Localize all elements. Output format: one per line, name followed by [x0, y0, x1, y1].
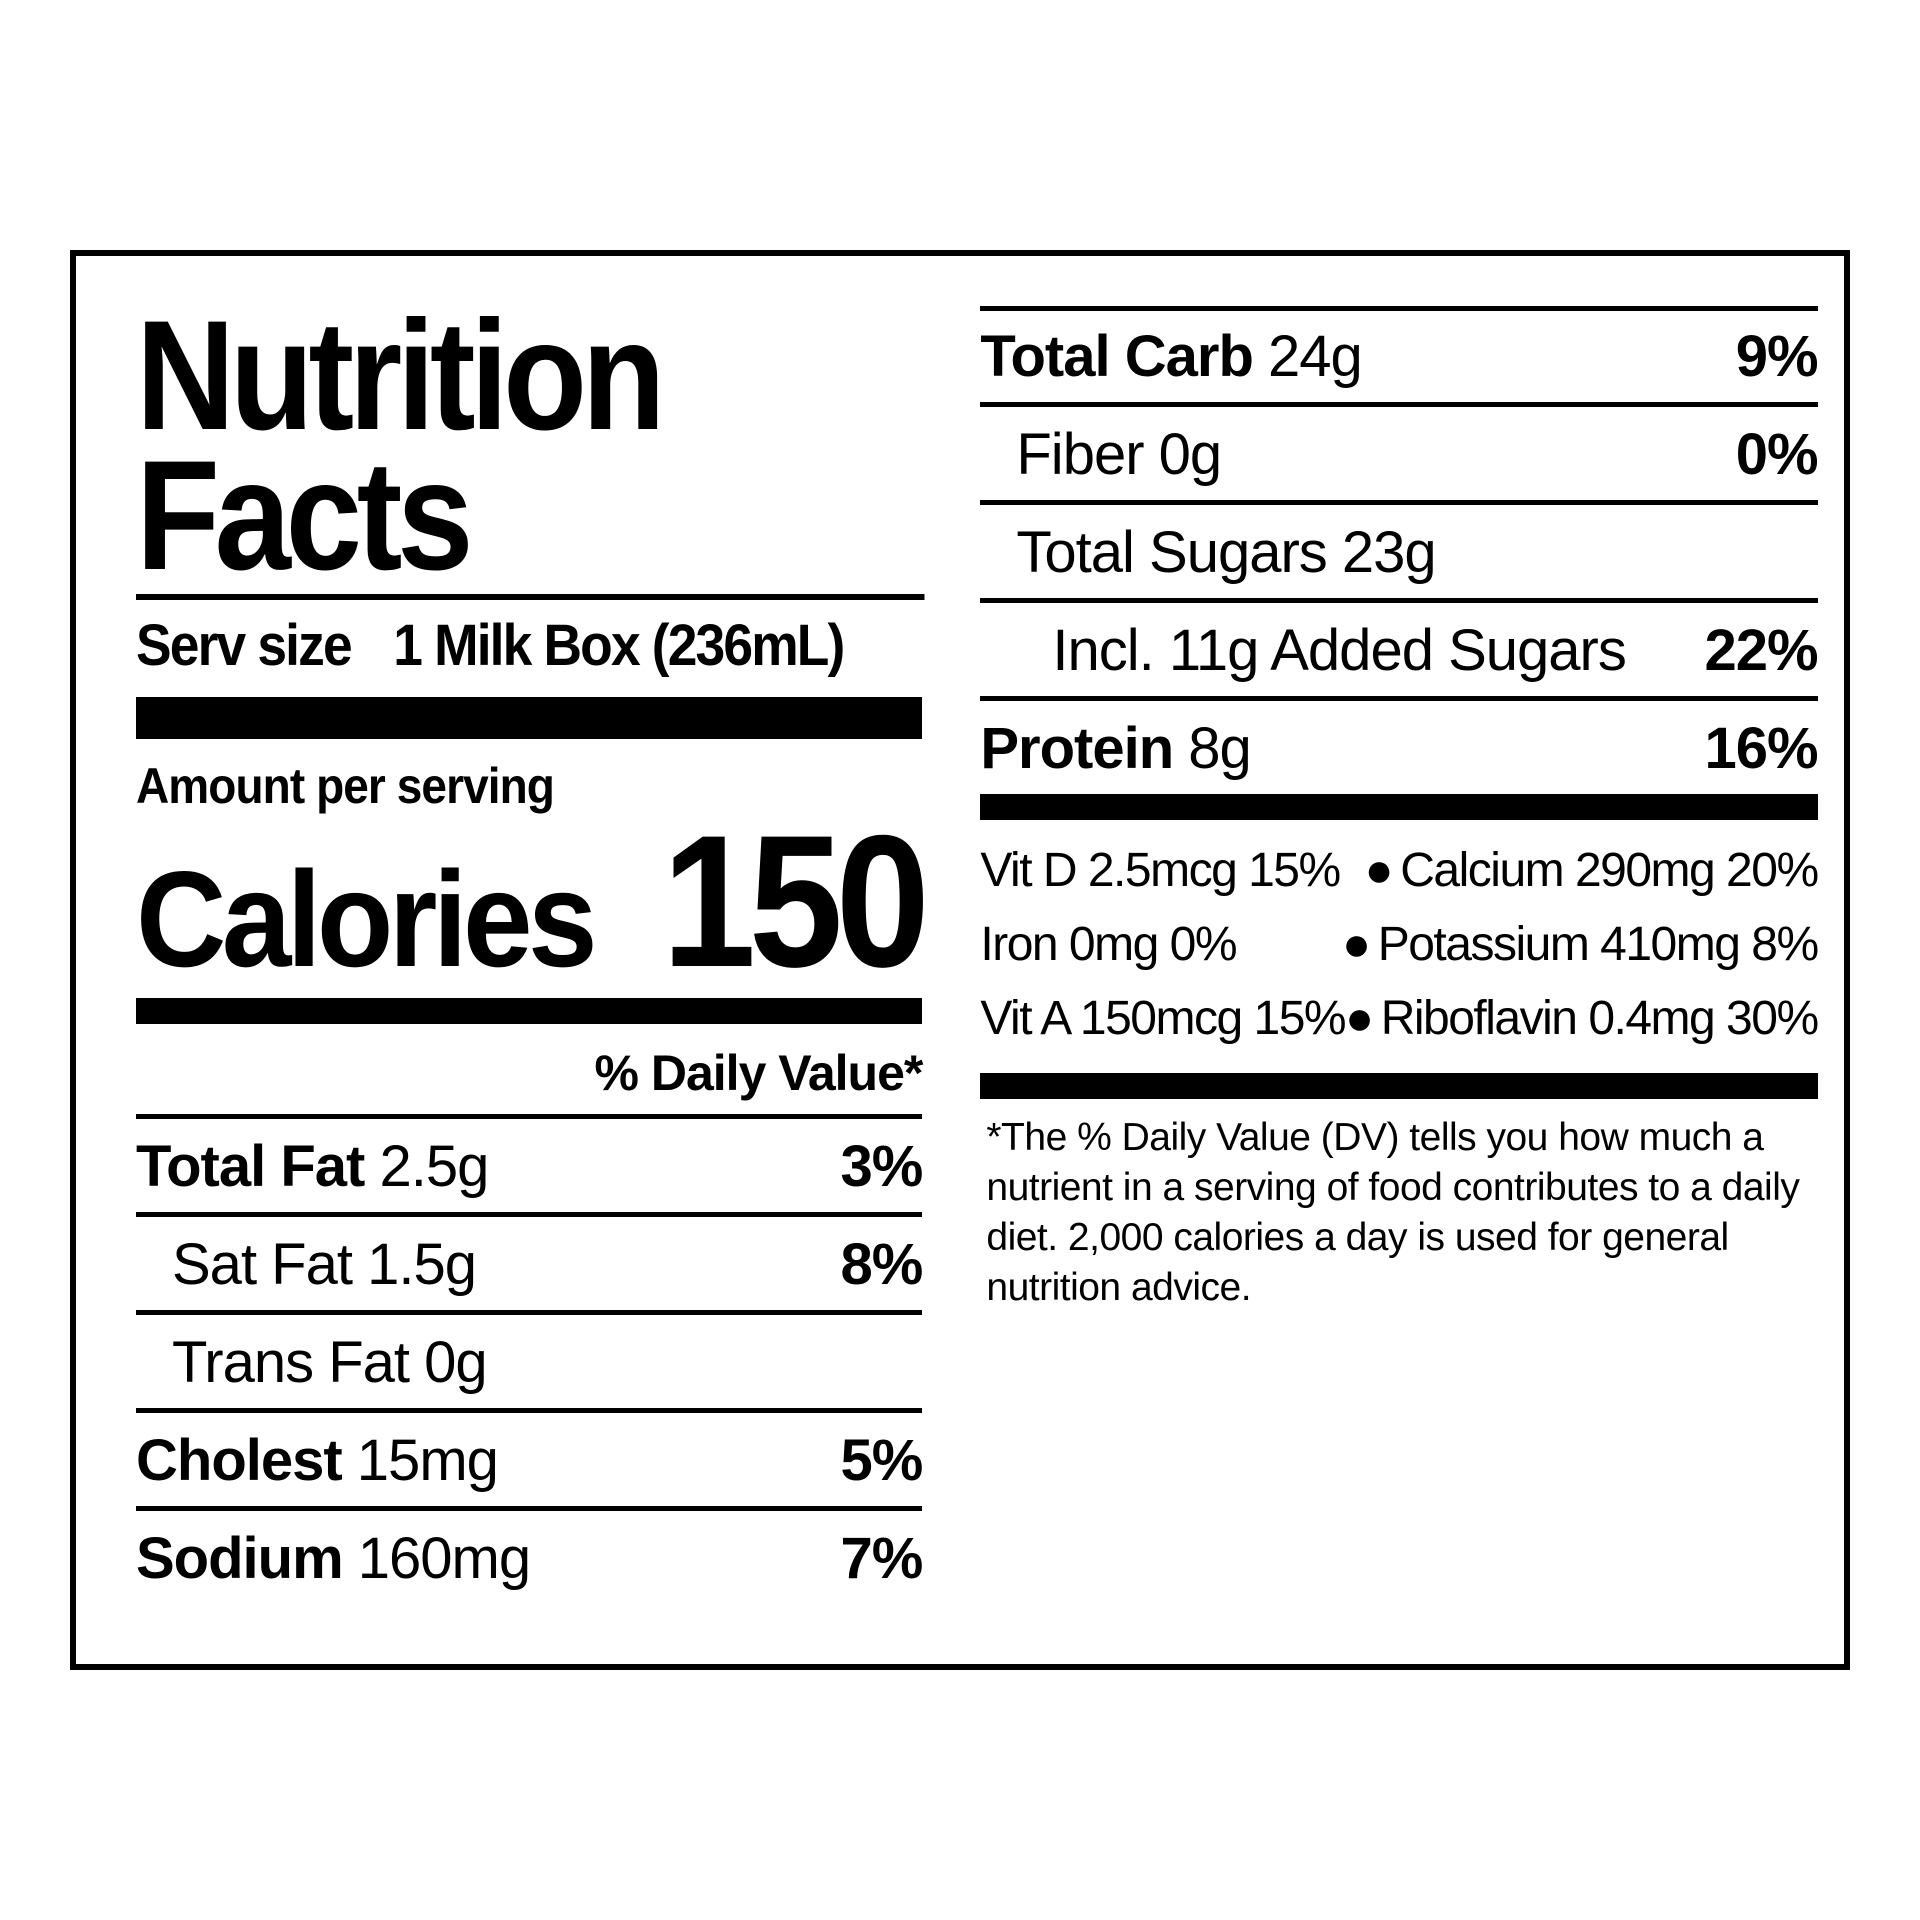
nutrient-name: Incl. 11g Added Sugars	[980, 617, 1625, 684]
nutrient-pct: 22%	[1705, 617, 1818, 684]
vitamins-block: Vit D 2.5mcg 15%● Calcium 290mg 20%Iron …	[980, 820, 1817, 1073]
left-column: Nutrition Facts Serv size 1 Milk Box (23…	[136, 306, 922, 1605]
vitamin-line: Vit D 2.5mcg 15% ● Calcium 290mg 20%	[980, 834, 1817, 908]
vitamin-left: Vit A 150mcg 15%	[980, 982, 1345, 1056]
vitamin-left: Vit D 2.5mcg 15%	[980, 834, 1339, 908]
calories-label: Calories	[136, 857, 593, 982]
vitamin-right: ● Calcium 290mg 20%	[1365, 834, 1818, 908]
nutrient-name: Fiber 0g	[980, 421, 1221, 488]
nutrient-row: Total Fat 2.5g 3%	[136, 1119, 922, 1217]
title: Nutrition Facts	[136, 306, 925, 601]
vitamin-left: Iron 0mg 0%	[980, 908, 1236, 982]
nutrient-name: Protein 8g	[980, 715, 1250, 782]
nutrient-pct: 0%	[1736, 421, 1818, 488]
nutrient-row: Total Sugars 23g	[980, 505, 1817, 603]
vitamin-right: ● Potassium 410mg 8%	[1342, 908, 1818, 982]
serv-size-value: 1 Milk Box (236mL)	[393, 613, 843, 678]
nutrient-row: Protein 8g 16%	[980, 701, 1817, 794]
vitamin-right: ● Riboflavin 0.4mg 30%	[1345, 982, 1818, 1056]
nutrient-row: Trans Fat 0g	[136, 1315, 922, 1413]
divider-heavy	[136, 697, 922, 739]
nutrient-pct: 16%	[1705, 715, 1818, 782]
nutrition-facts-panel: Nutrition Facts Serv size 1 Milk Box (23…	[70, 250, 1850, 1671]
daily-value-header: % Daily Value*	[136, 1024, 922, 1119]
nutrient-row: Fiber 0g 0%	[980, 407, 1817, 505]
nutrient-row: Sat Fat 1.5g 8%	[136, 1217, 922, 1315]
vitamin-line: Vit A 150mcg 15%● Riboflavin 0.4mg 30%	[980, 982, 1817, 1056]
vitamin-line: Iron 0mg 0% ● Potassium 410mg 8%	[980, 908, 1817, 982]
nutrient-pct: 9%	[1736, 323, 1818, 390]
calories-value: 150	[662, 815, 923, 988]
nutrient-row: Total Carb 24g 9%	[980, 306, 1817, 407]
nutrient-pct: 8%	[841, 1231, 923, 1298]
divider-medium	[980, 794, 1817, 820]
nutrient-row: Cholest 15mg 5%	[136, 1413, 922, 1511]
left-nutrient-rows: Total Fat 2.5g 3% Sat Fat 1.5g 8% Trans Fat …	[136, 1119, 922, 1604]
serving-size-line: Serv size 1 Milk Box (236mL)	[136, 600, 859, 697]
nutrient-pct: 5%	[841, 1427, 923, 1494]
divider-medium	[980, 1073, 1817, 1099]
nutrient-name: Cholest 15mg	[136, 1427, 498, 1494]
nutrient-pct: 3%	[841, 1133, 923, 1200]
calories-row: Calories 150	[136, 815, 922, 998]
serv-size-label: Serv size	[136, 613, 351, 678]
nutrient-name: Total Carb 24g	[980, 323, 1361, 390]
nutrient-name: Trans Fat 0g	[136, 1329, 487, 1396]
nutrient-name: Total Sugars 23g	[980, 519, 1435, 586]
nutrient-pct: 7%	[841, 1525, 923, 1592]
nutrient-name: Sodium 160mg	[136, 1525, 530, 1592]
nutrient-row: Incl. 11g Added Sugars 22%	[980, 603, 1817, 701]
nutrient-name: Sat Fat 1.5g	[136, 1231, 476, 1298]
right-column: Total Carb 24g 9% Fiber 0g 0% Total Sugars 2…	[980, 306, 1817, 1605]
nutrient-row: Sodium 160mg 7%	[136, 1511, 922, 1604]
right-nutrient-rows: Total Carb 24g 9% Fiber 0g 0% Total Sugars 2…	[980, 306, 1817, 794]
footnote: *The % Daily Value (DV) tells you how mu…	[980, 1099, 1817, 1313]
nutrient-name: Total Fat 2.5g	[136, 1133, 488, 1200]
